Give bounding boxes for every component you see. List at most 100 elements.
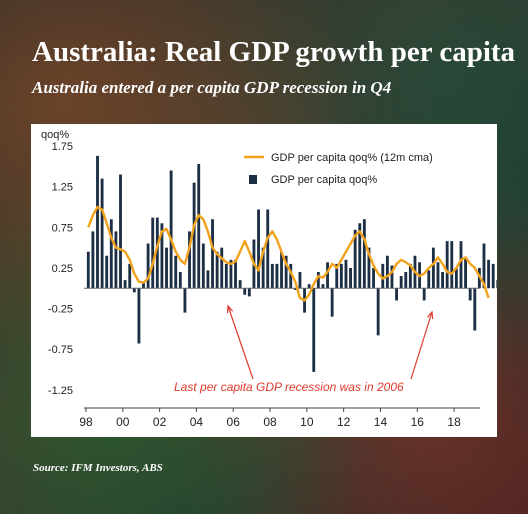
gdp-chart: 1.75 1.25 0.75 0.25 -0.25 -0.75 -1.25 98 00 02 04… — [41, 129, 527, 429]
bar — [431, 247, 435, 289]
bar — [353, 229, 357, 289]
bar — [211, 219, 214, 289]
bar — [266, 209, 270, 289]
bar — [206, 270, 210, 289]
x-axis-ticks: 98 00 02 04 06 08 10 12 14 16 18 — [79, 407, 480, 429]
bar — [326, 262, 329, 289]
bar — [293, 288, 297, 290]
bar — [220, 247, 224, 289]
bar — [339, 263, 343, 289]
bars-series — [86, 155, 527, 372]
bar — [151, 217, 155, 289]
bar — [96, 155, 99, 289]
bar — [280, 251, 283, 289]
bar — [234, 259, 237, 289]
source-note: Source: IFM Investors, ABS — [33, 462, 163, 474]
x-tick-label: 04 — [190, 415, 204, 429]
bar — [188, 231, 191, 289]
bar — [307, 284, 311, 289]
legend: GDP per capita qoq% (12m cma) GDP per ca… — [244, 152, 433, 186]
bar — [473, 288, 477, 331]
x-tick-label: 00 — [116, 415, 130, 429]
bar — [298, 272, 302, 289]
bar — [270, 263, 274, 289]
bar — [496, 280, 500, 289]
annotation-arrowhead-2019 — [427, 310, 434, 320]
bar — [358, 223, 362, 289]
bar — [229, 259, 233, 289]
bar — [109, 219, 113, 289]
annotation-arrow-2006 — [227, 305, 254, 380]
x-tick-label: 06 — [227, 415, 241, 429]
bar — [114, 231, 118, 289]
y-axis-ticks: 1.75 1.25 0.75 0.25 -0.25 -0.75 -1.25 — [48, 141, 73, 397]
y-tick-label: 1.75 — [52, 141, 73, 153]
x-tick-label: 18 — [447, 415, 461, 429]
bar — [464, 257, 468, 289]
y-tick-label: -0.25 — [48, 304, 73, 316]
bar — [468, 288, 472, 301]
bar — [482, 243, 486, 289]
chart-panel: 1.75 1.25 0.75 0.25 -0.25 -0.75 -1.25 98 00 02 04… — [31, 124, 527, 437]
x-tick-label: 16 — [411, 415, 425, 429]
y-tick-label: 1.25 — [52, 182, 73, 194]
bar — [404, 272, 408, 289]
x-tick-label: 08 — [263, 415, 277, 429]
annotation-arrow-2019 — [410, 311, 433, 380]
bar — [436, 262, 440, 289]
line-series — [87, 205, 490, 302]
bar — [422, 288, 426, 301]
bar — [487, 259, 491, 289]
bar — [408, 263, 412, 289]
bar — [395, 288, 398, 301]
bar — [367, 247, 371, 289]
bar — [289, 263, 293, 289]
bar — [376, 288, 380, 336]
y-tick-label: -1.25 — [48, 385, 73, 397]
bar — [445, 241, 449, 289]
bar — [243, 288, 247, 295]
y-axis-label: qoq% — [41, 129, 69, 141]
annotation: Last per capita GDP recession was in 200… — [174, 304, 434, 394]
bar — [105, 255, 109, 289]
bar — [142, 281, 145, 289]
legend-line-label: GDP per capita qoq% (12m cma) — [271, 152, 433, 164]
bar — [86, 251, 90, 289]
bar — [123, 280, 127, 289]
bar — [344, 259, 348, 289]
page-title: Australia: Real GDP growth per capita — [32, 36, 516, 68]
x-tick-label: 98 — [79, 415, 93, 429]
bar — [491, 263, 495, 289]
bar — [390, 265, 394, 289]
x-tick-label: 10 — [300, 415, 314, 429]
bar — [372, 267, 375, 289]
bar — [257, 209, 260, 289]
legend-bar-swatch — [249, 175, 257, 184]
bar — [201, 243, 205, 289]
bar — [165, 247, 168, 289]
bar — [284, 255, 288, 289]
bar — [441, 272, 444, 289]
bar — [238, 280, 242, 289]
bar — [312, 288, 316, 372]
bar — [146, 243, 150, 289]
bar — [155, 217, 159, 289]
bar — [335, 263, 339, 289]
y-tick-label: -0.75 — [48, 344, 73, 356]
bar — [427, 270, 431, 289]
bar — [178, 272, 182, 289]
bar — [91, 231, 95, 289]
bar — [197, 163, 201, 289]
bar — [321, 284, 325, 289]
bar — [100, 178, 104, 289]
bar — [215, 251, 219, 289]
annotation-arrowhead-2006 — [226, 304, 234, 314]
bar — [362, 219, 366, 289]
bar — [349, 267, 352, 289]
bar — [316, 272, 320, 289]
bar — [399, 276, 403, 289]
bar — [160, 223, 164, 289]
bar — [128, 263, 132, 289]
bar — [169, 170, 173, 289]
bar — [454, 267, 458, 289]
